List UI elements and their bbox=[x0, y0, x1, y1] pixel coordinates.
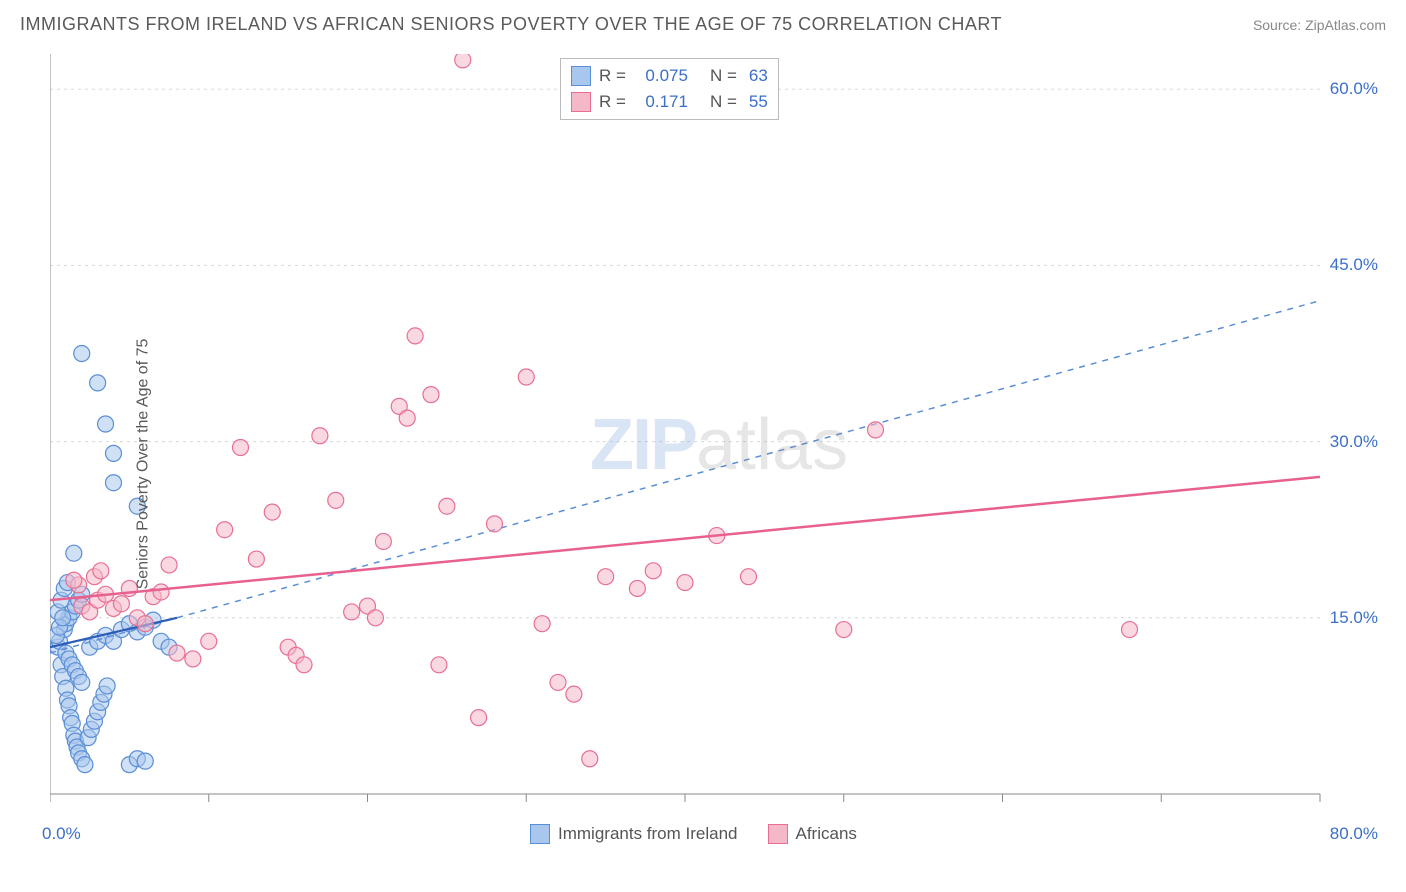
legend-r-label: R = bbox=[599, 66, 626, 86]
correlation-legend: R = 0.075 N = 63 R = 0.171 N = 55 bbox=[560, 58, 779, 120]
legend-item: Africans bbox=[768, 824, 857, 844]
legend-label: Africans bbox=[796, 824, 857, 844]
legend-swatch bbox=[571, 66, 591, 86]
legend-r-value: 0.075 bbox=[638, 66, 688, 86]
y-axis-label: Seniors Poverty Over the Age of 75 bbox=[134, 339, 152, 590]
chart-header: IMMIGRANTS FROM IRELAND VS AFRICAN SENIO… bbox=[20, 14, 1386, 35]
legend-n-label: N = bbox=[710, 66, 737, 86]
y-tick-label: 30.0% bbox=[1330, 432, 1378, 452]
legend-swatch bbox=[530, 824, 550, 844]
legend-n-value: 55 bbox=[749, 92, 768, 112]
legend-row: R = 0.075 N = 63 bbox=[571, 63, 768, 89]
source-link[interactable]: ZipAtlas.com bbox=[1305, 17, 1386, 33]
legend-label: Immigrants from Ireland bbox=[558, 824, 738, 844]
scatter-plot bbox=[50, 54, 1356, 854]
legend-swatch bbox=[571, 92, 591, 112]
legend-r-label: R = bbox=[599, 92, 626, 112]
y-tick-label: 15.0% bbox=[1330, 608, 1378, 628]
source-attribution: Source: ZipAtlas.com bbox=[1253, 17, 1386, 33]
legend-swatch bbox=[768, 824, 788, 844]
series-legend: Immigrants from Ireland Africans bbox=[530, 824, 857, 844]
legend-n-value: 63 bbox=[749, 66, 768, 86]
y-tick-label: 60.0% bbox=[1330, 79, 1378, 99]
legend-r-value: 0.171 bbox=[638, 92, 688, 112]
x-axis-max-label: 80.0% bbox=[1330, 824, 1378, 844]
source-label: Source: bbox=[1253, 17, 1301, 33]
chart-title: IMMIGRANTS FROM IRELAND VS AFRICAN SENIO… bbox=[20, 14, 1002, 35]
legend-row: R = 0.171 N = 55 bbox=[571, 89, 768, 115]
x-axis-min-label: 0.0% bbox=[42, 824, 81, 844]
legend-item: Immigrants from Ireland bbox=[530, 824, 738, 844]
chart-container: Seniors Poverty Over the Age of 75 ZIPat… bbox=[50, 54, 1390, 874]
legend-n-label: N = bbox=[710, 92, 737, 112]
y-tick-label: 45.0% bbox=[1330, 255, 1378, 275]
